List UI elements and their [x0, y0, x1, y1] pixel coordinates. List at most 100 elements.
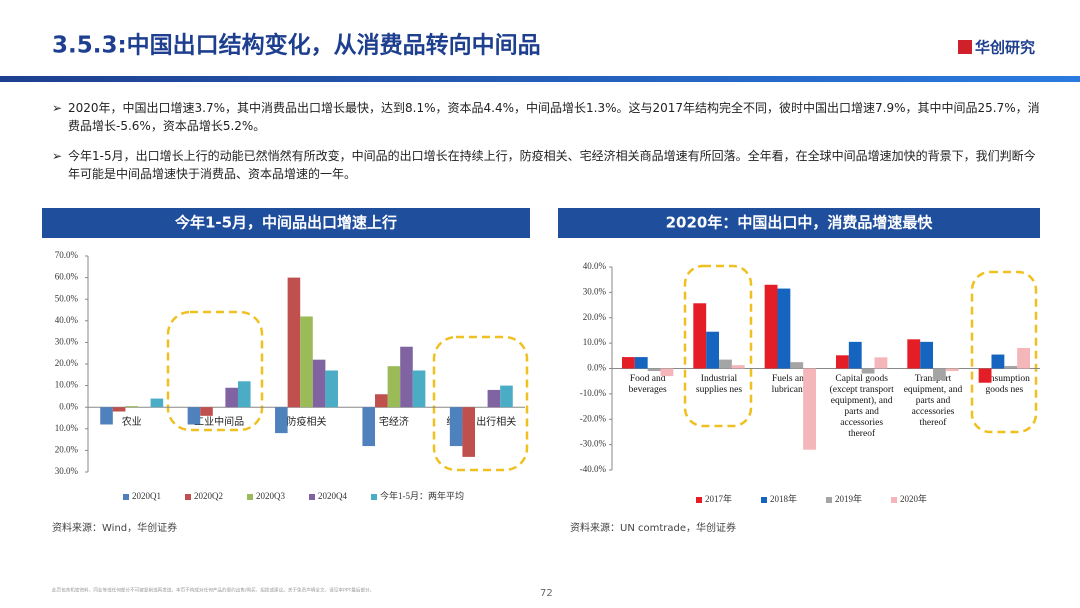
bar	[112, 407, 126, 412]
y-tick-label: 20.0%	[55, 358, 79, 368]
bar	[487, 389, 501, 408]
y-tick-label: 10.0%	[55, 423, 79, 433]
legend-label: 2020Q3	[256, 491, 285, 501]
highlight	[166, 310, 264, 432]
highlight	[432, 335, 529, 472]
bar	[375, 394, 388, 408]
bar	[125, 406, 138, 408]
y-tick-label: 40.0%	[583, 261, 607, 271]
chart-title: 今年1-5月，中间品出口增速上行	[174, 214, 397, 232]
bar	[790, 362, 804, 369]
legend-swatch	[247, 494, 253, 500]
bar	[1017, 347, 1031, 369]
bar	[449, 407, 463, 447]
legend-label: 2020Q1	[132, 491, 161, 501]
y-tick-label: -30.0%	[580, 439, 607, 449]
highlight	[683, 264, 753, 428]
legend-swatch	[826, 497, 832, 503]
y-tick-label: 10.0%	[583, 337, 607, 347]
disclaimer: 此页包含机密资料，同业等或任何部分不可被复制或再发送。本页不构成对任何产品的要约…	[52, 587, 374, 594]
legend-swatch	[761, 497, 767, 503]
y-tick-label: 30.0%	[55, 336, 79, 346]
bar	[861, 368, 875, 374]
x-tick-label-text: Industrial supplies nes	[695, 373, 743, 395]
y-tick-label: 50.0%	[55, 293, 79, 303]
x-tick-label: Industrial supplies nes	[695, 373, 743, 395]
bar	[100, 407, 113, 425]
bar	[412, 370, 426, 408]
legend-swatch	[371, 494, 377, 500]
bar	[200, 407, 213, 416]
x-tick-label: 农业	[122, 415, 142, 428]
bar	[150, 398, 164, 408]
bar	[978, 368, 992, 383]
bullet: 2020年，中国出口增速3.7%，其中消费品出口增长最快，达到8.1%，资本品4…	[52, 99, 1043, 135]
bar	[706, 331, 719, 369]
x-tick-label: Transport equipment, and parts and acces…	[904, 374, 963, 428]
logo: 华创研究	[975, 39, 1035, 57]
bar	[731, 365, 745, 369]
bar	[660, 368, 674, 377]
legend-swatch	[123, 494, 129, 500]
legend-label: 2020Q2	[194, 491, 223, 501]
x-tick-label-text: Consumption goods nes	[978, 373, 1030, 395]
bar	[1004, 365, 1018, 369]
source: 资料来源：Wind，华创证券	[52, 521, 177, 534]
y-tick-label: 0.0%	[587, 363, 606, 373]
bar	[933, 368, 946, 380]
bar	[693, 303, 707, 369]
x-tick-label-text: Capital goods (except transport equipmen…	[829, 373, 894, 439]
bar	[621, 357, 635, 369]
bar	[777, 288, 791, 369]
bar	[874, 357, 888, 369]
x-tick-label: 防疫相关	[287, 415, 327, 428]
y-tick-label: 0.0%	[59, 401, 78, 411]
legend-label: 2019年	[835, 493, 862, 504]
slide-title: 3.5.3:中国出口结构变化，从消费品转向中间品	[52, 32, 541, 59]
chart-header	[558, 208, 1040, 238]
legend-label: 2017年	[705, 493, 732, 504]
bar	[647, 368, 661, 372]
bar	[803, 368, 817, 450]
x-tick-label: Fuels and lubricants	[772, 374, 809, 395]
y-tick-label: 30.0%	[55, 466, 79, 476]
legend-swatch	[696, 497, 702, 503]
y-tick-label: 30.0%	[583, 286, 607, 296]
bar	[287, 277, 301, 408]
y-tick-label: -10.0%	[580, 388, 607, 398]
y-tick-label: 60.0%	[55, 272, 79, 282]
legend-swatch	[309, 494, 315, 500]
legend-swatch	[185, 494, 191, 500]
bar	[848, 341, 862, 369]
bullet: 今年1-5月，出口增长上行的动能已然悄然有所改变，中间品的出口增长在持续上行，防…	[52, 147, 1043, 183]
source: 资料来源：UN comtrade，华创证券	[570, 521, 736, 534]
x-tick-label: 工业中间品	[194, 415, 244, 428]
bar	[187, 407, 201, 425]
legend-label: 今年1-5月：两年平均	[380, 490, 464, 501]
bar	[325, 370, 338, 408]
legend-label: 2018年	[770, 493, 797, 504]
y-tick-label: 70.0%	[55, 250, 79, 260]
legend-swatch	[891, 497, 897, 503]
legend-label: 2020年	[900, 493, 927, 504]
bar	[764, 284, 778, 369]
legend-label: 2020Q4	[318, 491, 347, 501]
y-tick-label: -40.0%	[580, 464, 607, 474]
chart-header	[42, 208, 530, 238]
bar	[275, 407, 288, 434]
highlight-ovals	[166, 264, 1038, 472]
bar	[312, 359, 326, 408]
y-tick-label: 10.0%	[55, 380, 79, 390]
bar	[500, 385, 513, 408]
bar	[991, 354, 1005, 369]
y-tick-label: 40.0%	[55, 315, 79, 325]
bar	[225, 387, 238, 408]
x-tick-label-text: Food and beverages	[628, 373, 667, 395]
x-tick-label: Food and beverages	[628, 373, 667, 395]
logo-icon	[958, 40, 972, 54]
bar	[300, 316, 313, 408]
highlight	[970, 270, 1038, 434]
chart-title: 2020年：中国出口中，消费品增速最快	[666, 214, 934, 232]
x-tick-label: 宅经济	[379, 415, 409, 428]
